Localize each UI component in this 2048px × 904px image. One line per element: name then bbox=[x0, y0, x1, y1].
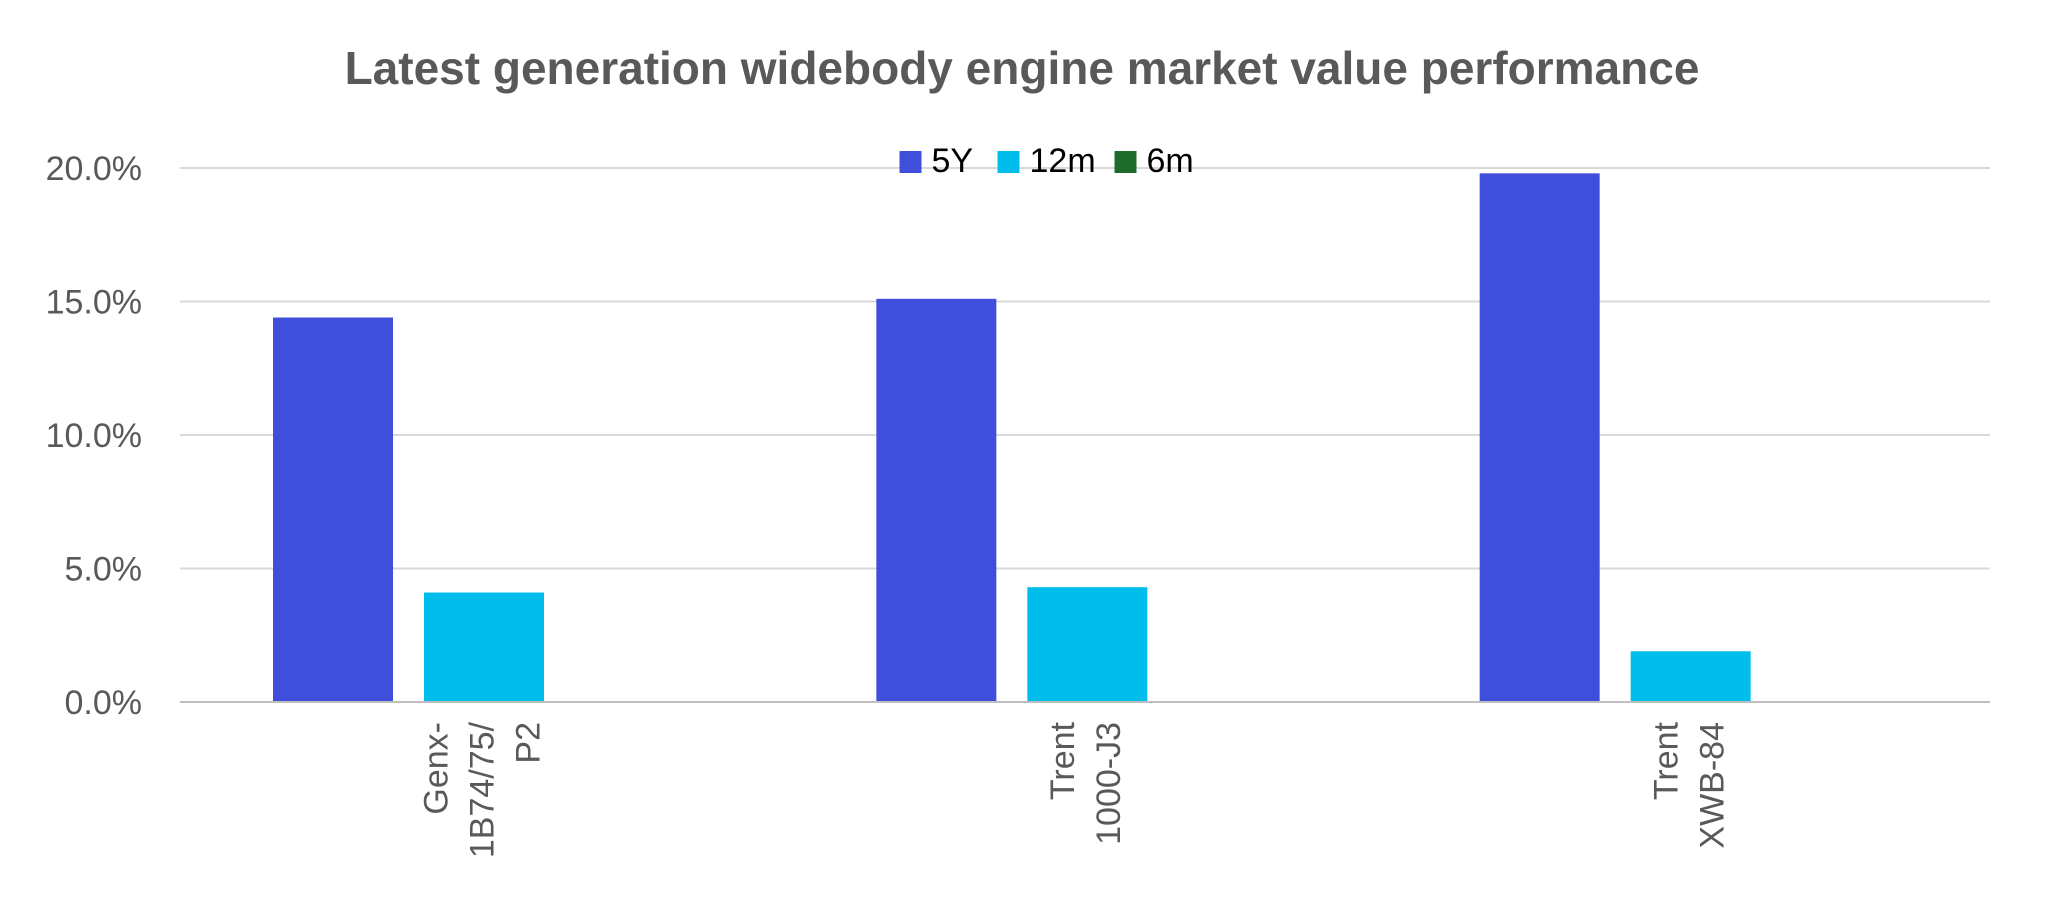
legend-label: 6m bbox=[1147, 142, 1194, 180]
legend-swatch bbox=[899, 151, 922, 173]
legend-swatch bbox=[1114, 151, 1137, 173]
legend: 5Y 12m 6m bbox=[899, 142, 1194, 180]
x-category-label: Trent 1000-J3 bbox=[1044, 721, 1128, 844]
x-axis-categories: Genx- 1B74/75/P2 Trent 1000-J3 Trent XWB-84 bbox=[418, 721, 1732, 858]
x-category-line: Trent bbox=[1647, 721, 1685, 800]
y-tick-label: 5.0% bbox=[65, 551, 143, 589]
bar-5Y-0 bbox=[273, 317, 393, 702]
x-category-line: 1B74/75/ bbox=[464, 721, 502, 858]
bar-12m-1 bbox=[1027, 587, 1148, 702]
bar-5Y-2 bbox=[1479, 173, 1600, 703]
x-category-label: Trent XWB-84 bbox=[1647, 721, 1731, 848]
legend-item-6m: 6m bbox=[1114, 142, 1194, 180]
x-category-line: P2 bbox=[510, 722, 548, 764]
legend-item-12m: 12m bbox=[997, 142, 1096, 180]
bar-12m-2 bbox=[1630, 651, 1751, 702]
y-axis-ticks: 0.0% 5.0% 10.0% 15.0% 20.0% bbox=[46, 150, 142, 722]
bar-5Y-1 bbox=[876, 298, 997, 702]
legend-item-5Y: 5Y bbox=[899, 142, 974, 180]
x-category-label: Genx- 1B74/75/P2 bbox=[418, 721, 548, 858]
x-category-line: Trent bbox=[1044, 721, 1082, 800]
x-category-line: XWB-84 bbox=[1693, 722, 1731, 849]
y-tick-label: 0.0% bbox=[65, 684, 143, 722]
legend-swatch bbox=[997, 151, 1020, 173]
x-category-line: 1000-J3 bbox=[1090, 722, 1128, 845]
y-tick-label: 15.0% bbox=[46, 284, 142, 322]
legend-label: 5Y bbox=[932, 142, 974, 180]
x-category-line: Genx- bbox=[418, 722, 456, 815]
bars bbox=[273, 173, 1751, 703]
legend-label: 12m bbox=[1030, 142, 1096, 180]
chart-title: Latest generation widebody engine market… bbox=[345, 42, 1700, 94]
y-tick-label: 10.0% bbox=[46, 417, 142, 455]
gridlines bbox=[180, 167, 1990, 570]
bar-12m-0 bbox=[424, 592, 544, 702]
y-tick-label: 20.0% bbox=[46, 150, 142, 188]
